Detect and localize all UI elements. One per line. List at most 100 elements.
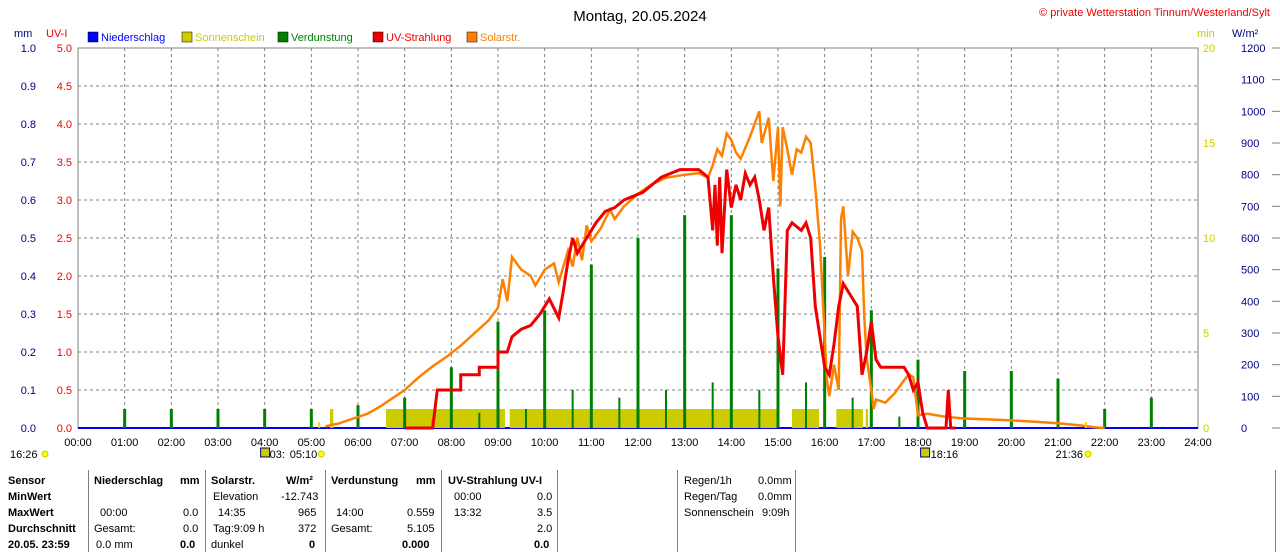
moonset-time-label: 18:16 <box>931 449 959 461</box>
legend-swatch <box>372 31 384 43</box>
x-axis-tick: 10:00 <box>531 437 559 449</box>
dawn-time-label: 16:26 <box>10 449 38 461</box>
x-axis-tick: 21:00 <box>1044 437 1072 449</box>
wm2-axis-tick: 300 <box>1241 328 1259 340</box>
rain-1h-label: Regen/1h <box>684 475 732 487</box>
mm-axis-tick: 0.5 <box>21 233 36 245</box>
uvi-axis-tick: 0.0 <box>57 423 72 435</box>
table-divider <box>205 470 206 552</box>
sunshine-block <box>330 409 334 428</box>
row-label-avg: Durchschnitt <box>8 523 76 535</box>
wm2-axis-tick: 500 <box>1241 265 1259 277</box>
x-axis-tick: 16:00 <box>811 437 839 449</box>
wm2-axis-tick: 0 <box>1241 423 1247 435</box>
chart-axes: 0.0 0.1 0.2 0.3 0.4 0.5 0.6 0.7 0.8 0.9 1.0 0.0 0.5 1… <box>21 43 1280 449</box>
evaporation-bar <box>496 321 500 428</box>
evaporation-bar <box>1056 378 1060 428</box>
uv-max-value: 3.5 <box>537 507 553 519</box>
evaporation-bar-minor <box>711 382 714 428</box>
moon-time-label: 03: <box>270 449 285 461</box>
sunset-icon <box>1084 450 1092 458</box>
uv-header: UV-Strahlung UV-I <box>448 475 543 487</box>
evaporation-bar <box>729 215 733 428</box>
evaporation-bar <box>263 409 267 428</box>
x-axis-tick: 11:00 <box>578 437 605 449</box>
nied-day-sum: 0.0 mm <box>96 539 133 551</box>
x-axis-tick: 00:00 <box>64 437 92 449</box>
wm2-axis-tick: 400 <box>1241 296 1259 308</box>
verd-total: 0.000 <box>402 539 430 551</box>
rain-day-label: Regen/Tag <box>684 491 738 503</box>
table-divider <box>795 470 796 552</box>
x-axis-tick: 24:00 <box>1184 437 1212 449</box>
nied-max-value: 0.0 <box>183 507 199 519</box>
uvi-axis-tick: 2.5 <box>57 233 72 245</box>
mm-axis-tick: 0.6 <box>21 195 36 207</box>
min-axis-tick: 20 <box>1203 43 1215 55</box>
verd-sum-value: 5.105 <box>407 523 435 535</box>
table-divider <box>325 470 326 552</box>
x-axis-tick: 07:00 <box>391 437 419 449</box>
x-axis-tick: 04:00 <box>251 437 279 449</box>
solar-max-time: 14:35 <box>218 507 246 519</box>
evaporation-bar-minor <box>525 409 527 428</box>
evaporation-bar-minor <box>758 390 761 428</box>
min-axis-tick: 15 <box>1203 138 1215 150</box>
x-axis-tick: 14:00 <box>718 437 746 449</box>
x-axis-tick: 18:00 <box>904 437 932 449</box>
wm2-axis-tick: 800 <box>1241 170 1259 182</box>
evaporation-bar-minor <box>805 382 807 428</box>
chart-title: Montag, 20.05.2024 <box>573 8 706 25</box>
evaporation-bar <box>636 238 640 428</box>
evaporation-bar <box>403 397 407 428</box>
x-axis-tick: 06:00 <box>344 437 372 449</box>
wm2-axis-tick: 700 <box>1241 201 1259 213</box>
solar-header: Solarstr. <box>211 475 256 487</box>
wm2-axis-tick: 900 <box>1241 138 1259 150</box>
wm2-axis-tick: 1200 <box>1241 43 1265 55</box>
mm-axis-tick: 1.0 <box>21 43 36 55</box>
row-label-sensor: Sensor <box>8 475 46 487</box>
evaporation-bar <box>683 215 687 428</box>
evaporation-bar <box>963 371 967 428</box>
evaporation-bar <box>1149 397 1153 428</box>
evaporation-bar-minor <box>665 390 667 428</box>
row-label-max: MaxWert <box>8 507 54 519</box>
evaporation-bar <box>1009 371 1013 428</box>
rain-day-value: 0.0mm <box>758 491 792 503</box>
legend-swatch <box>277 31 289 43</box>
table-divider <box>441 470 442 552</box>
evaporation-series <box>123 215 1153 428</box>
wm2-axis-tick: 100 <box>1241 391 1259 403</box>
uvi-axis-tick: 4.0 <box>57 119 72 131</box>
uv-radiation-line <box>404 168 956 430</box>
verd-header: Verdunstung <box>331 475 399 487</box>
uv-avg-value: 2.0 <box>537 523 553 535</box>
solar-elevation-label: Elevation <box>213 491 259 503</box>
sun-icon <box>41 450 49 458</box>
uvi-axis-tick: 0.5 <box>57 385 72 397</box>
evaporation-bar <box>449 367 453 428</box>
verd-max-value: 0.559 <box>407 507 435 519</box>
table-divider <box>88 470 89 552</box>
mm-axis-tick: 0.2 <box>21 347 36 359</box>
x-axis-tick: 01:00 <box>111 437 139 449</box>
table-divider <box>1275 470 1276 552</box>
legend-label: Verdunstung <box>291 32 353 44</box>
x-axis-tick: 13:00 <box>671 437 699 449</box>
uv-total: 0.0 <box>534 539 550 551</box>
x-axis-tick: 12:00 <box>624 437 652 449</box>
wm2-axis-tick: 1000 <box>1241 106 1265 118</box>
legend-label: Sonnenschein <box>195 32 265 44</box>
evaporation-bar-minor <box>478 412 481 428</box>
evaporation-bar <box>543 310 547 428</box>
evaporation-bar <box>216 409 220 428</box>
sunshine-block <box>865 409 869 428</box>
evaporation-bar <box>589 264 593 428</box>
nied-sum-label: Gesamt: <box>94 523 136 535</box>
solar-unit: W/m² <box>286 475 313 487</box>
x-axis-tick: 17:00 <box>858 437 886 449</box>
legend-swatch <box>466 31 478 43</box>
mm-axis-tick: 0.7 <box>21 157 36 169</box>
wm2-axis-tick: 1100 <box>1241 75 1265 87</box>
